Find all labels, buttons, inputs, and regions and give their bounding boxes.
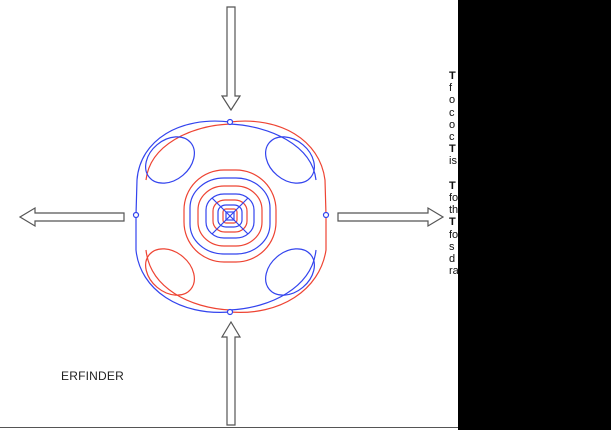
- inventor-label: ERFINDER: [61, 369, 124, 383]
- side-text-line: T: [449, 143, 456, 156]
- side-text-line: f: [449, 82, 453, 95]
- side-text-line: is: [449, 155, 457, 168]
- inner-blue-2: [205, 193, 255, 239]
- side-text-line: T: [449, 216, 456, 229]
- side-text-line: th: [449, 204, 458, 217]
- outer-blue-right-loop: [229, 123, 317, 311]
- side-text-line: T: [449, 70, 456, 82]
- lobe-bottom-right: [265, 248, 315, 296]
- inner-red-4: [222, 208, 238, 224]
- pole-bottom: [226, 308, 234, 316]
- side-text-line: ra: [449, 265, 458, 278]
- arrow-down-top: [220, 6, 242, 112]
- inner-diagonal-2: [211, 197, 249, 235]
- pole-right: [322, 211, 330, 219]
- inner-field-lines: [183, 169, 277, 263]
- pole-top: [226, 118, 234, 126]
- side-text-line: o: [449, 118, 456, 131]
- side-text-line: [449, 168, 458, 180]
- side-text-line: fo: [449, 192, 458, 205]
- outer-red-right-loop: [229, 120, 327, 313]
- side-text-line: s: [449, 240, 455, 253]
- side-text-line: c: [449, 106, 455, 119]
- side-text-line: T: [449, 179, 456, 192]
- black-panel: [458, 0, 611, 430]
- pole-markers: [132, 118, 330, 316]
- arrow-right: [337, 206, 445, 228]
- pole-left: [132, 211, 140, 219]
- inner-red-3: [212, 199, 248, 233]
- outer-red-left-loop: [145, 123, 231, 311]
- side-text-line: o: [449, 94, 456, 107]
- inner-blue-1: [189, 177, 271, 255]
- inner-blue-3: [217, 204, 243, 228]
- inner-red-1: [183, 169, 277, 263]
- lobe-bottom-left: [145, 248, 195, 296]
- inner-blue-4: [225, 211, 235, 221]
- inner-red-2: [197, 185, 263, 247]
- lobe-top-left: [145, 136, 195, 184]
- side-text-line: fo: [449, 228, 458, 241]
- lobe-top-right: [265, 136, 315, 184]
- bottom-rule: [0, 427, 458, 428]
- side-text-line: c: [449, 131, 455, 144]
- outer-field-lines: [135, 120, 327, 313]
- arrow-left: [18, 206, 125, 228]
- arrow-up-bottom: [220, 320, 242, 426]
- side-text-line: d: [449, 253, 456, 266]
- outer-blue-left-loop: [135, 120, 231, 313]
